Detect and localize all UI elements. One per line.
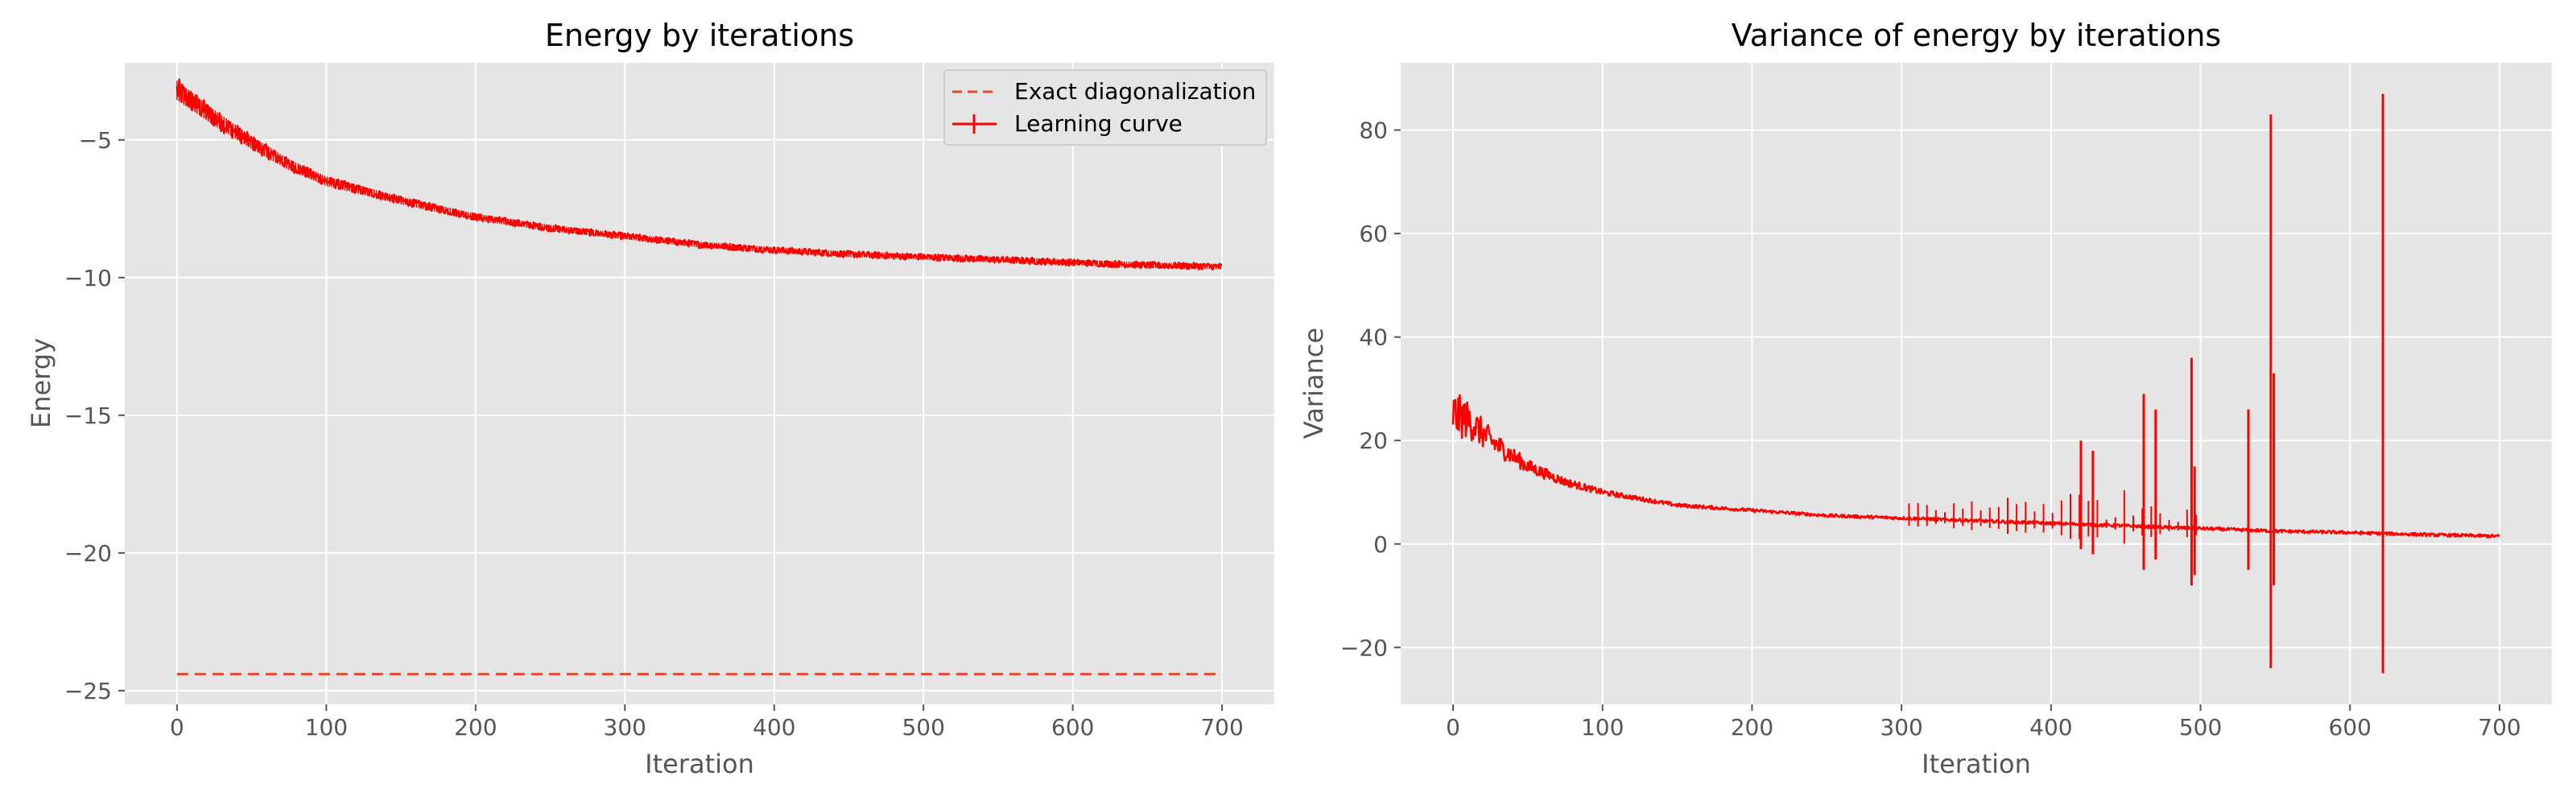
legend-box <box>943 69 1267 146</box>
x-tick-label: 300 <box>604 714 646 741</box>
variance-plot-area <box>1401 63 2552 704</box>
y-tick-label: −25 <box>64 678 112 704</box>
x-tick-label: 200 <box>454 714 497 741</box>
energy-x-axis-label: Iteration <box>645 749 754 779</box>
x-tick-label: 100 <box>1581 714 1624 741</box>
variance-gridlines <box>1401 63 2552 704</box>
variance-x-axis-label: Iteration <box>1922 749 2031 779</box>
x-tick-label: 400 <box>753 714 795 741</box>
series-errorbars-learning-curve <box>176 80 1221 270</box>
x-tick-label: 500 <box>2179 714 2222 741</box>
legend-label-exact-diagonalization: Exact diagonalization <box>1014 78 1256 105</box>
y-tick-label: 60 <box>1359 221 1388 247</box>
y-tick-label: 80 <box>1359 118 1388 144</box>
energy-chart-title: Energy by iterations <box>545 18 854 53</box>
y-tick-label: −20 <box>1340 634 1388 661</box>
y-tick-label: 20 <box>1359 427 1388 454</box>
energy-series-marks <box>175 78 1223 675</box>
x-tick-label: 400 <box>2029 714 2072 741</box>
x-tick-label: 0 <box>170 714 184 741</box>
variance-chart-title: Variance of energy by iterations <box>1732 18 2221 53</box>
y-tick-label: −20 <box>64 540 112 567</box>
energy-plot-area <box>125 63 1274 704</box>
y-tick-label: −15 <box>64 402 112 429</box>
x-tick-label: 700 <box>2478 714 2520 741</box>
x-tick-label: 300 <box>1880 714 1922 741</box>
x-tick-label: 0 <box>1446 714 1460 741</box>
x-tick-label: 500 <box>902 714 944 741</box>
x-tick-label: 600 <box>1051 714 1094 741</box>
y-tick-label: −5 <box>79 127 112 154</box>
x-tick-label: 100 <box>305 714 348 741</box>
variance-series-marks <box>1451 93 2500 674</box>
legend-label-learning-curve: Learning curve <box>1014 110 1183 137</box>
series-line-series-0 <box>1451 394 2500 539</box>
x-tick-label: 600 <box>2329 714 2372 741</box>
energy-tick-labels: 0 100 200 300 400 500 600 700 −5 −10 −15 −20 −25 <box>64 127 1244 741</box>
x-tick-label: 700 <box>1200 714 1243 741</box>
x-tick-label: 200 <box>1731 714 1773 741</box>
energy-legend: Exact diagonalization Learning curve <box>943 69 1267 146</box>
energy-gridlines <box>125 63 1274 704</box>
y-tick-label: 0 <box>1373 531 1388 558</box>
energy-chart: 0 100 200 300 400 500 600 700 −5 −10 −15 −20 −25 Ene… <box>26 18 1274 779</box>
variance-y-axis-label: Variance <box>1298 328 1329 439</box>
energy-y-axis-label: Energy <box>26 338 56 428</box>
y-tick-label: −10 <box>64 265 112 291</box>
y-tick-label: 40 <box>1359 324 1388 351</box>
